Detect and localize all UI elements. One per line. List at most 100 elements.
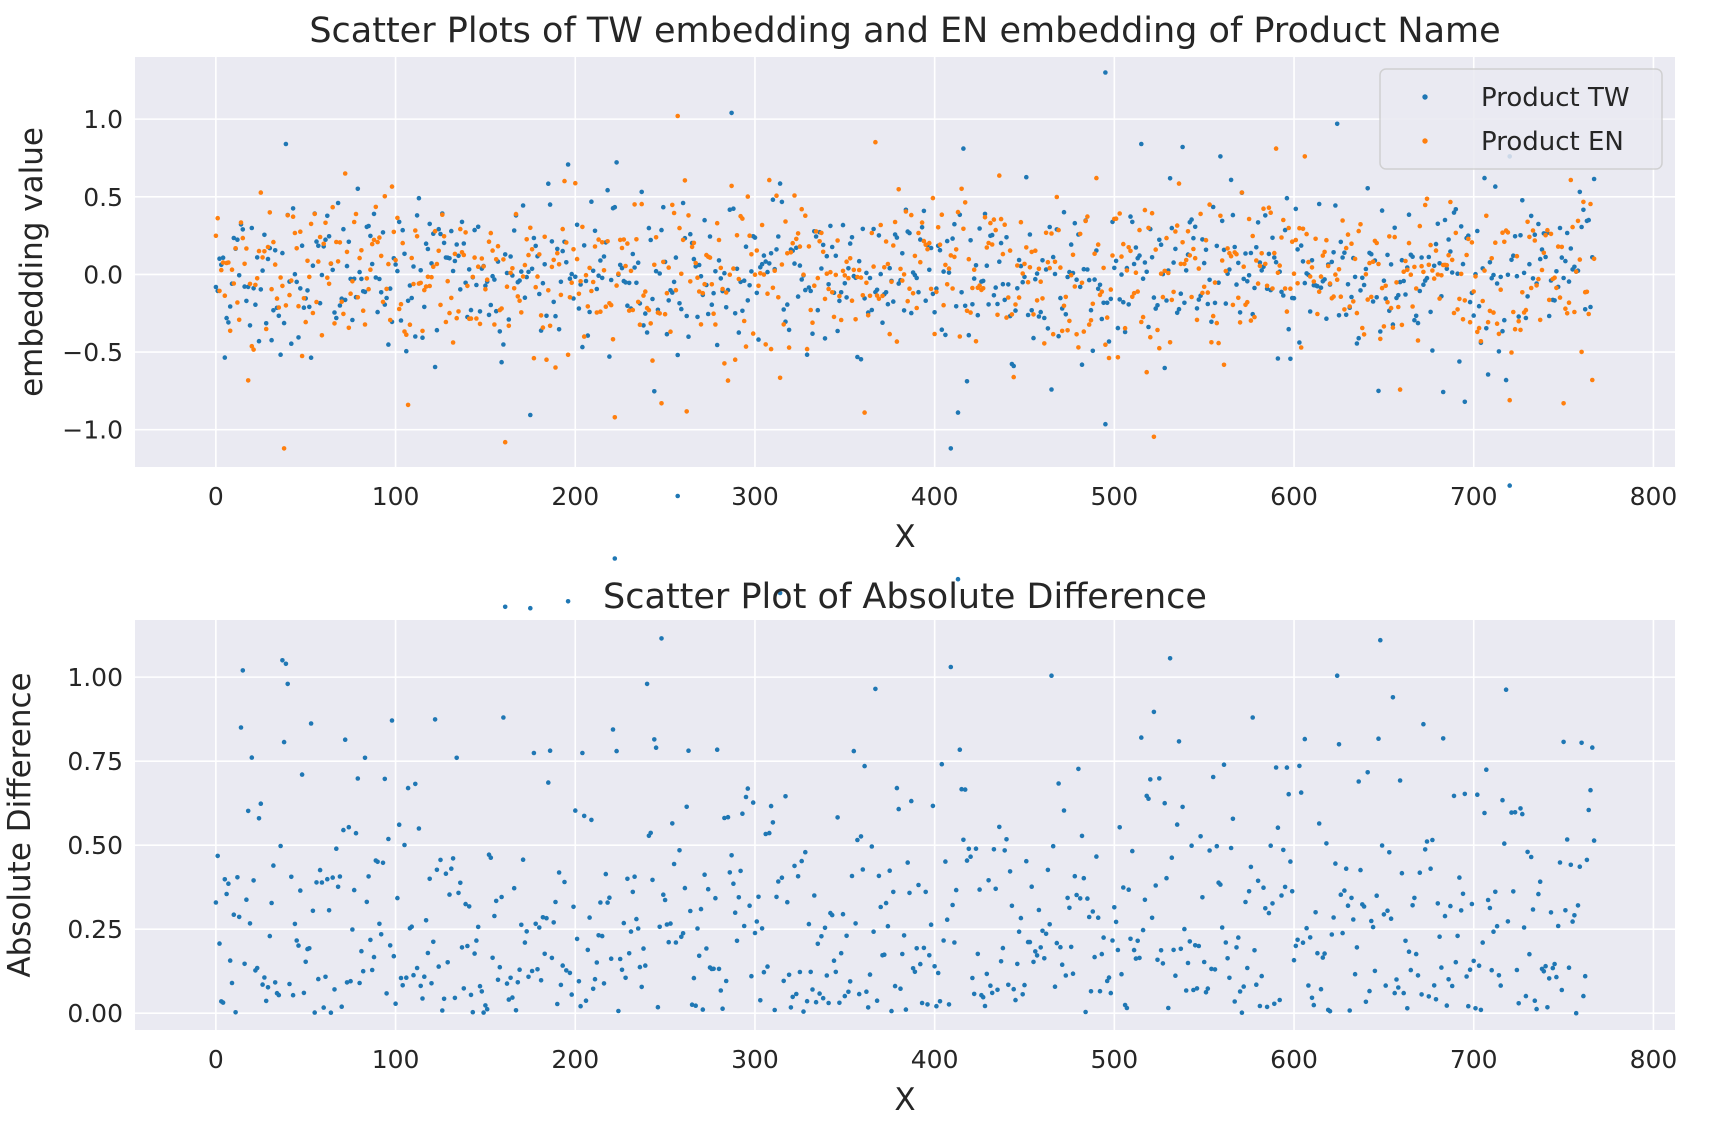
abs-diff-point: [698, 906, 704, 912]
tw-point: [1000, 281, 1006, 287]
tw-point: [770, 197, 776, 202]
abs-diff-point: [276, 992, 282, 998]
abs-diff-point: [598, 900, 603, 905]
en-point: [1250, 233, 1255, 239]
en-point: [1259, 251, 1264, 256]
en-point: [529, 247, 535, 252]
abs-diff-point: [986, 878, 991, 883]
en-point: [1478, 339, 1484, 344]
tw-point: [971, 276, 977, 281]
en-point: [1361, 332, 1367, 337]
en-point: [1370, 259, 1376, 265]
y-axis-label: Absolute Difference: [2, 672, 38, 977]
abs-diff-point: [1236, 935, 1241, 940]
en-point: [788, 250, 794, 255]
tw-point: [240, 227, 246, 232]
en-point: [1103, 342, 1108, 348]
en-point: [1212, 280, 1218, 285]
abs-diff-point: [1545, 1005, 1550, 1010]
abs-diff-point: [263, 998, 269, 1004]
tw-point: [558, 279, 564, 285]
tw-point: [1349, 294, 1354, 300]
en-point: [567, 295, 573, 300]
abs-diff-point: [1329, 932, 1335, 937]
abs-diff-point: [1002, 848, 1007, 853]
tw-point: [395, 268, 400, 274]
abs-diff-point: [551, 920, 556, 925]
abs-diff-point: [1396, 985, 1401, 990]
tw-point: [774, 247, 779, 252]
tw-point: [414, 213, 420, 218]
abs-diff-point: [445, 960, 451, 965]
tw-point: [1167, 176, 1173, 181]
tw-point: [1158, 242, 1164, 247]
en-point: [1092, 251, 1097, 256]
tw-point: [1176, 306, 1182, 312]
en-point: [1094, 175, 1099, 181]
tw-point: [1149, 254, 1155, 260]
abs-diff-point: [696, 953, 702, 959]
en-point: [1575, 218, 1581, 224]
x-tick-label: 400: [911, 482, 959, 511]
tw-point: [378, 290, 384, 295]
en-point: [1058, 265, 1063, 270]
abs-diff-point: [964, 858, 970, 863]
abs-diff-point: [466, 904, 472, 909]
abs-diff-point: [323, 974, 328, 980]
tw-point: [1383, 296, 1388, 301]
en-point: [445, 278, 451, 284]
abs-diff-point: [1405, 1006, 1410, 1011]
en-point: [396, 306, 402, 312]
en-point: [260, 255, 265, 260]
abs-diff-point: [434, 867, 440, 873]
tw-point: [422, 304, 427, 310]
x-tick-label: 0: [208, 1045, 224, 1074]
abs-diff-point: [1527, 951, 1532, 957]
abs-diff-point: [776, 879, 781, 884]
abs-diff-point: [670, 821, 675, 826]
abs-diff-point: [1331, 915, 1336, 920]
abs-diff-point: [1131, 947, 1137, 953]
abs-diff-point: [438, 857, 443, 863]
tw-point: [533, 243, 538, 249]
abs-diff-point: [799, 858, 804, 864]
en-point: [988, 220, 993, 226]
abs-diff-point: [409, 924, 415, 929]
abs-diff-point: [795, 874, 801, 879]
tw-point: [833, 253, 839, 259]
abs-diff-point: [837, 1000, 842, 1006]
en-point: [912, 253, 918, 259]
abs-diff-point: [1537, 879, 1543, 884]
en-point: [1291, 271, 1297, 277]
en-point: [499, 306, 504, 311]
y-tick-label: 1.00: [67, 663, 123, 692]
tw-point: [411, 264, 416, 269]
absolute-difference-scatter-plot: 0 100 200 300 400 500 600 700 800 0.000.250.500.…: [2, 421, 1677, 1118]
en-point: [348, 291, 353, 297]
en-point: [307, 274, 312, 280]
en-point: [628, 268, 634, 274]
en-point: [1462, 298, 1468, 303]
tw-point: [688, 231, 693, 237]
abs-diff-point: [1149, 915, 1155, 921]
en-point: [1300, 226, 1306, 232]
abs-diff-point: [1485, 897, 1491, 903]
en-point: [245, 378, 251, 383]
abs-diff-point: [901, 933, 907, 938]
abs-diff-point: [635, 926, 641, 931]
tw-point: [1302, 280, 1308, 286]
abs-diff-point: [1374, 893, 1379, 898]
abs-diff-point: [1295, 937, 1300, 943]
abs-diff-point: [599, 933, 605, 939]
en-point: [319, 333, 325, 338]
abs-diff-point: [400, 983, 406, 988]
abs-diff-point: [838, 950, 844, 956]
en-point: [303, 319, 309, 325]
abs-diff-point: [1577, 864, 1583, 869]
tw-point: [962, 303, 968, 309]
tw-point: [1056, 333, 1061, 339]
abs-diff-point: [1115, 947, 1121, 953]
tw-point: [702, 217, 707, 223]
abs-diff-point: [984, 971, 990, 977]
en-point: [1142, 207, 1148, 213]
